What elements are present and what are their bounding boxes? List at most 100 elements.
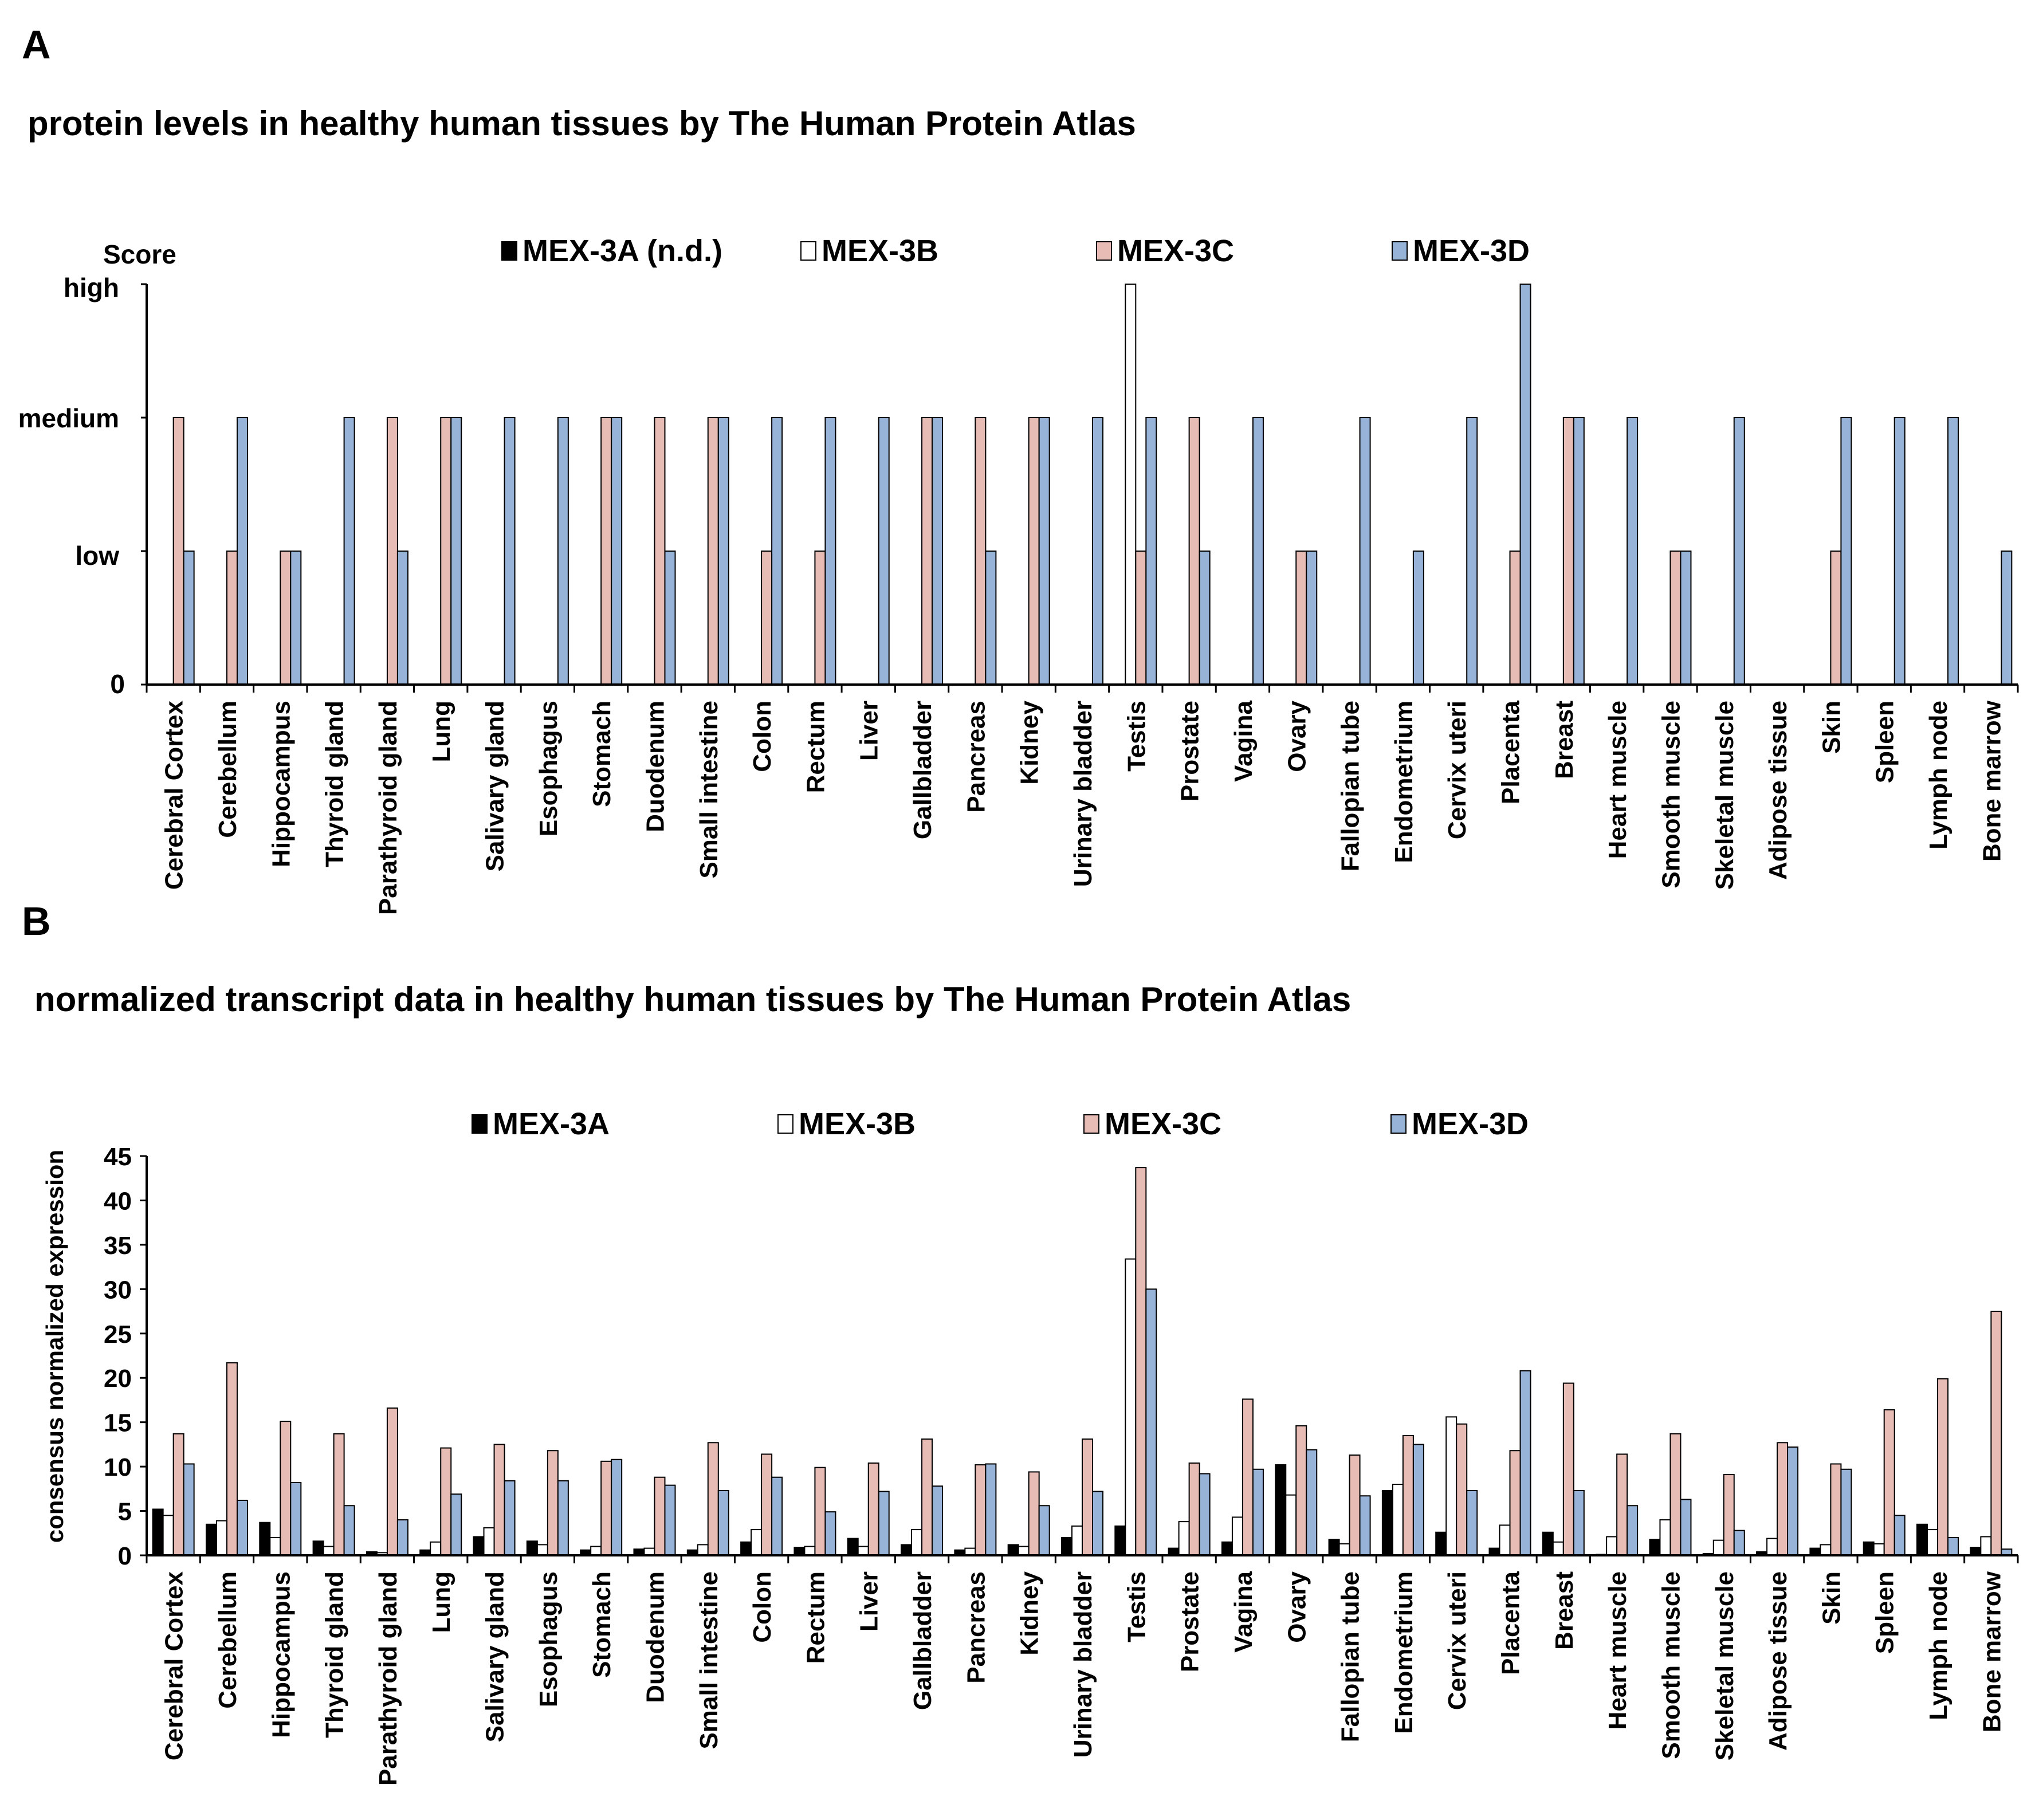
x-tick-label-a: Heart muscle <box>1604 701 1632 859</box>
bar-a-mex-3c-31 <box>1830 551 1842 685</box>
legend-swatch-a-1 <box>800 241 816 261</box>
bar-b-mex-3c-4 <box>386 1407 398 1556</box>
panel-label-b: B <box>22 899 51 944</box>
bar-b-mex-3c-17 <box>1082 1438 1093 1556</box>
bar-b-mex-3a-18 <box>1114 1525 1126 1556</box>
bar-b-mex-3a-12 <box>793 1547 806 1556</box>
x-tick-label-a: Urinary bladder <box>1069 701 1097 887</box>
bar-a-mex-3c-26 <box>1562 417 1574 685</box>
bar-b-mex-3d-26 <box>1573 1489 1585 1556</box>
bar-b-mex-3c-19 <box>1188 1462 1200 1556</box>
bar-a-mex-3c-4 <box>386 417 398 685</box>
bar-b-mex-3c-30 <box>1777 1442 1789 1556</box>
bar-b-mex-3d-1 <box>236 1499 248 1556</box>
bar-b-mex-3d-7 <box>557 1480 569 1556</box>
legend-swatch-a-2 <box>1096 241 1112 261</box>
bar-b-mex-3c-16 <box>1028 1471 1040 1556</box>
bar-a-mex-3c-9 <box>654 417 666 685</box>
bar-a-mex-3d-28 <box>1680 551 1692 685</box>
y-tick-label-a: high <box>64 273 119 302</box>
legend-label-a-2: MEX-3C <box>1117 234 1234 268</box>
bar-b-mex-3d-14 <box>932 1485 944 1556</box>
bar-b-mex-3c-13 <box>867 1462 879 1556</box>
bar-b-mex-3d-22 <box>1359 1495 1371 1556</box>
bar-b-mex-3a-6 <box>473 1536 485 1556</box>
x-tick-label-a: Testis <box>1122 701 1150 772</box>
x-tick-label-a: Placenta <box>1497 700 1525 804</box>
bar-a-mex-3d-1 <box>236 417 248 685</box>
x-tick-label-a: Skeletal muscle <box>1711 701 1739 890</box>
x-tick-label-b: Skin <box>1817 1571 1845 1625</box>
bar-a-mex-3d-23 <box>1412 551 1424 685</box>
bar-a-mex-3c-25 <box>1509 551 1521 685</box>
bar-b-mex-3b-12 <box>804 1546 816 1556</box>
bar-b-mex-3d-17 <box>1092 1491 1103 1556</box>
y-tick-label-b: 45 <box>104 1143 132 1171</box>
x-tick-label-a: Salivary gland <box>481 701 509 871</box>
bar-a-mex-3d-11 <box>771 417 783 685</box>
x-tick-label-b: Stomach <box>588 1571 616 1678</box>
bar-b-mex-3b-30 <box>1766 1538 1778 1556</box>
x-tick-label-a: Hippocampus <box>267 701 295 867</box>
bar-a-mex-3d-0 <box>183 551 195 685</box>
bar-b-mex-3c-5 <box>440 1447 452 1556</box>
bar-b-mex-3c-14 <box>921 1438 933 1556</box>
bar-a-mex-3c-15 <box>975 417 987 685</box>
bar-b-mex-3c-9 <box>654 1476 666 1556</box>
x-tick-label-a: Duodenum <box>641 701 669 832</box>
y-tick-label-b: 25 <box>104 1320 132 1349</box>
bar-b-mex-3d-32 <box>1893 1515 1906 1556</box>
x-tick-label-b: Testis <box>1122 1571 1150 1642</box>
x-tick-label-a: Stomach <box>588 701 616 807</box>
bar-b-mex-3c-22 <box>1349 1454 1361 1556</box>
y-tick-label-b: 20 <box>104 1365 132 1393</box>
bar-b-mex-3c-34 <box>1990 1311 2002 1556</box>
x-tick-label-b: Bone marrow <box>1978 1571 2006 1732</box>
bar-b-mex-3c-11 <box>761 1453 773 1556</box>
x-tick-label-b: Prostate <box>1176 1571 1204 1672</box>
y-tick-label-a: low <box>75 541 119 571</box>
bar-b-mex-3c-28 <box>1669 1433 1682 1556</box>
bar-a-mex-3c-5 <box>440 417 452 685</box>
x-tick-label-b: Cerebral Cortex <box>160 1571 188 1760</box>
x-tick-label-b: Hippocampus <box>267 1571 295 1738</box>
chart-a: Cerebral Cortex Cerebellum Hippocampus Thyr… <box>18 234 2019 915</box>
bar-b-mex-3b-31 <box>1820 1544 1832 1556</box>
legend-swatch-a-3 <box>1392 241 1408 261</box>
x-tick-label-b: Esophagus <box>535 1571 563 1707</box>
x-tick-label-a: Cerebral Cortex <box>160 700 188 890</box>
bar-b-mex-3d-25 <box>1519 1370 1531 1556</box>
bar-a-mex-3d-19 <box>1199 551 1211 685</box>
x-tick-label-b: Liver <box>855 1571 883 1632</box>
bar-b-mex-3a-28 <box>1649 1539 1661 1556</box>
bar-b-mex-3a-17 <box>1061 1537 1072 1556</box>
bar-a-mex-3d-20 <box>1252 417 1264 685</box>
bar-b-mex-3d-19 <box>1199 1473 1211 1556</box>
bar-b-mex-3a-23 <box>1381 1489 1393 1556</box>
panel-label-a: A <box>22 22 51 67</box>
bar-b-mex-3a-21 <box>1275 1464 1287 1556</box>
x-tick-label-a: Liver <box>855 701 883 761</box>
x-tick-label-b: Fallopian tube <box>1337 1571 1365 1742</box>
y-tick-label-a: 0 <box>110 669 125 699</box>
bar-b-mex-3c-6 <box>493 1444 505 1556</box>
bar-b-mex-3c-0 <box>172 1433 184 1556</box>
x-tick-label-b: Gallbladder <box>909 1571 937 1710</box>
bar-a-mex-3c-28 <box>1669 551 1682 685</box>
bar-b-mex-3d-15 <box>985 1463 997 1556</box>
bar-b-mex-3a-22 <box>1328 1539 1340 1556</box>
x-tick-label-a: Ovary <box>1283 700 1311 772</box>
x-tick-label-b: Endometrium <box>1390 1571 1418 1734</box>
x-tick-label-a: Endometrium <box>1390 701 1418 863</box>
bar-b-mex-3b-16 <box>1017 1546 1030 1556</box>
x-tick-label-b: Placenta <box>1497 1571 1525 1675</box>
bar-a-mex-3d-25 <box>1519 284 1531 685</box>
x-tick-label-a: Esophagus <box>535 701 563 836</box>
bar-b-mex-3a-16 <box>1007 1544 1019 1556</box>
bar-a-mex-3c-19 <box>1188 417 1200 685</box>
bar-b-mex-3b-3 <box>323 1546 335 1556</box>
chart-title-b: normalized transcript data in healthy hu… <box>34 980 1351 1019</box>
bar-a-mex-3d-17 <box>1092 417 1103 685</box>
bar-a-mex-3d-34 <box>2001 551 2013 685</box>
